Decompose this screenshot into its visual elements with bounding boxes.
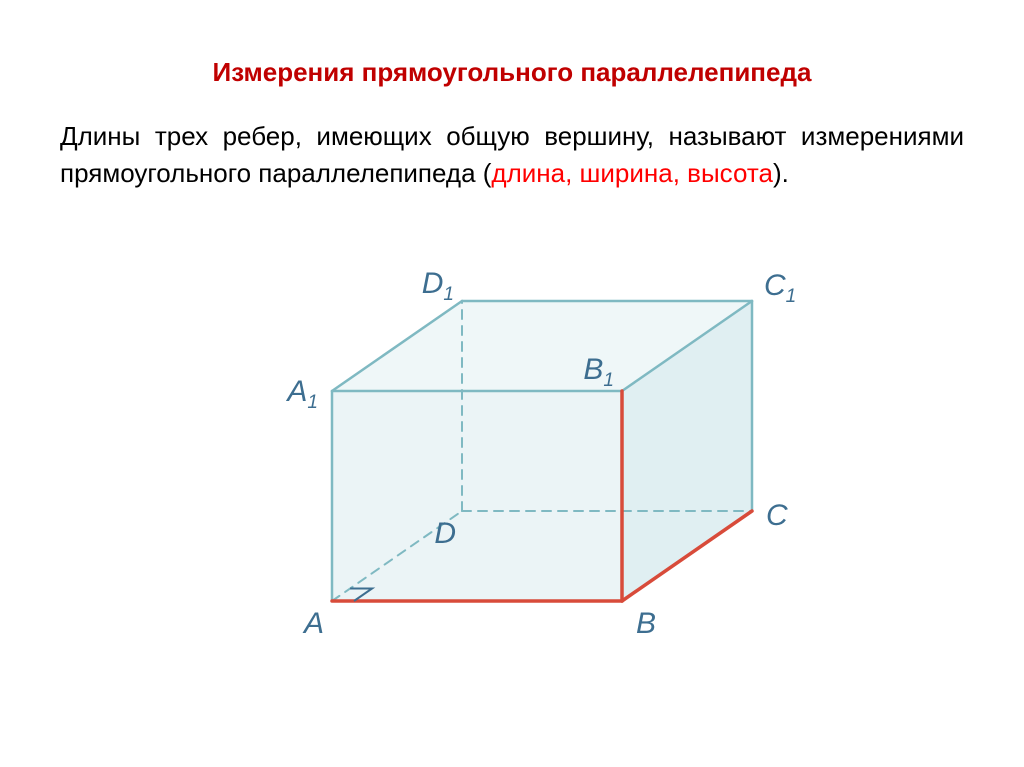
definition-paragraph: Длины трех ребер, имеющих общую вершину,… [60, 118, 964, 191]
svg-text:C1: C1 [764, 269, 796, 307]
svg-text:D1: D1 [422, 267, 454, 305]
svg-text:C: C [766, 499, 788, 532]
page-title: Измерения прямоугольного параллелепипеда [60, 57, 964, 88]
svg-text:A1: A1 [285, 375, 318, 413]
svg-text:B: B [636, 607, 656, 640]
svg-text:A: A [302, 607, 324, 640]
svg-text:D: D [434, 517, 456, 550]
parallelepiped-diagram: ABCDA1B1C1D1 [192, 211, 832, 651]
para-part-2: ). [773, 158, 789, 188]
diagram-container: ABCDA1B1C1D1 [60, 211, 964, 651]
para-part-1: длина, ширина, высота [491, 158, 773, 188]
